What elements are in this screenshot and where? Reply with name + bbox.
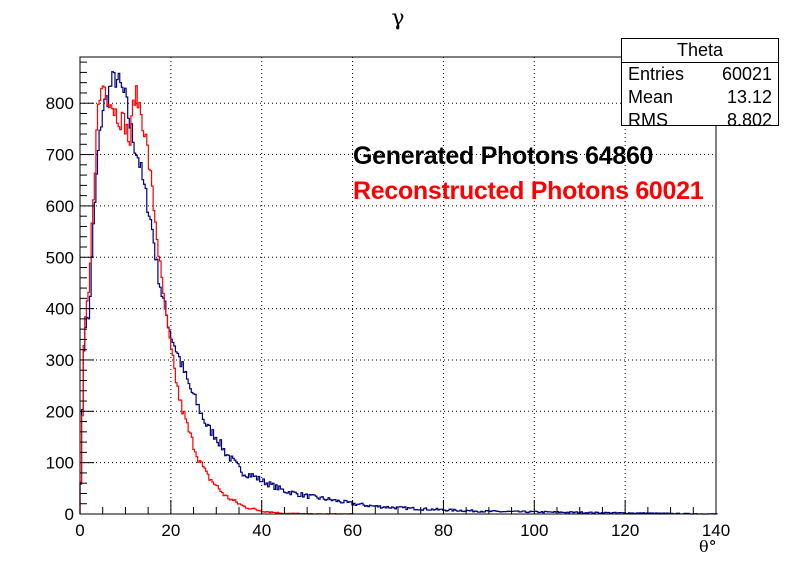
stats-label: RMS xyxy=(628,110,668,130)
grid-lines xyxy=(80,57,716,514)
y-tick-label: 700 xyxy=(46,146,74,165)
y-tick-label: 500 xyxy=(46,248,74,267)
chart-title: γ xyxy=(391,6,405,31)
axis-ticks xyxy=(79,61,717,515)
stats-box: Theta Entries 60021 Mean 13.12 RMS 8.802 xyxy=(621,38,779,130)
y-tick-label: 200 xyxy=(46,402,74,421)
stats-value: 60021 xyxy=(721,64,772,84)
x-tick-label: 140 xyxy=(702,521,730,540)
generated-histogram-line xyxy=(79,71,718,515)
x-tick-label: 60 xyxy=(343,521,362,540)
stats-box-title: Theta xyxy=(622,39,778,63)
histogram-curves xyxy=(79,71,718,515)
stats-row-rms: RMS 8.802 xyxy=(622,109,778,132)
reconstructed-photons-label: Reconstructed Photons 60021 xyxy=(353,177,704,205)
y-tick-label: 800 xyxy=(46,94,74,113)
stats-value: 13.12 xyxy=(726,87,772,107)
y-tick-label: 300 xyxy=(46,351,74,370)
generated-photons-label: Generated Photons 64860 xyxy=(353,142,654,170)
y-tick-label: 100 xyxy=(46,454,74,473)
reconstructed-histogram-line xyxy=(79,85,354,515)
x-tick-label: 120 xyxy=(611,521,639,540)
stats-row-mean: Mean 13.12 xyxy=(622,86,778,109)
y-tick-label: 400 xyxy=(46,300,74,319)
x-tick-label: 20 xyxy=(161,521,180,540)
y-tick-label: 600 xyxy=(46,197,74,216)
x-tick-label: 80 xyxy=(434,521,453,540)
stats-label: Entries xyxy=(628,64,685,84)
x-tick-label: 40 xyxy=(252,521,271,540)
x-tick-label: 100 xyxy=(520,521,548,540)
stats-label: Mean xyxy=(628,87,674,107)
x-tick-label: 0 xyxy=(75,521,84,540)
tick-labels: 0 20 40 60 80 100 120 140 0 100 200 300 400 500 600 700… xyxy=(46,94,731,540)
x-axis-label: θ° xyxy=(699,537,717,556)
stats-row-entries: Entries 60021 xyxy=(622,63,778,86)
stats-value: 8.802 xyxy=(726,110,772,130)
y-tick-label: 0 xyxy=(65,505,74,524)
